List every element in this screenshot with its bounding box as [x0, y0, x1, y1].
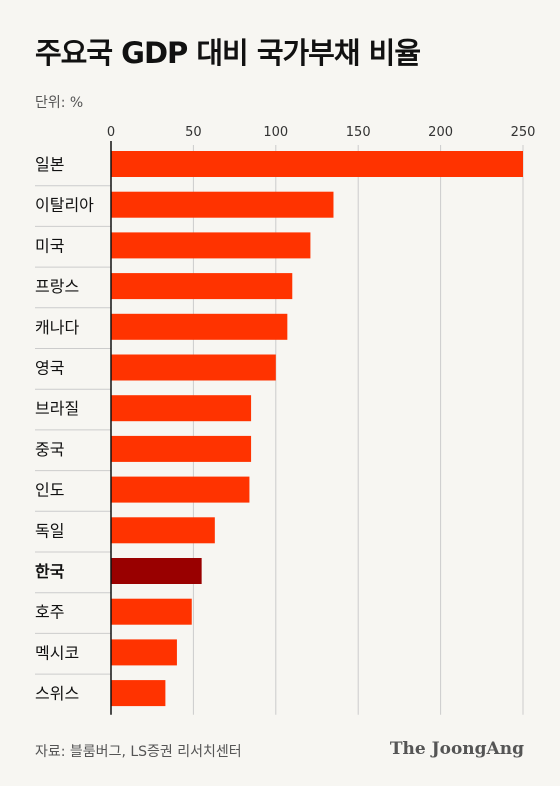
category-label: 캐나다: [35, 318, 79, 337]
publisher-logo: The JoongAng: [389, 739, 524, 759]
x-tick-label: 50: [185, 125, 202, 140]
category-label: 프랑스: [35, 277, 79, 296]
bar: [111, 598, 192, 625]
bar: [111, 558, 202, 584]
category-label: 이탈리아: [35, 196, 94, 215]
bar: [111, 639, 177, 666]
category-label: 호주: [35, 603, 64, 622]
bar: [111, 273, 293, 300]
category-label: 미국: [35, 236, 64, 255]
category-label: 브라질: [35, 399, 79, 418]
bar: [111, 191, 334, 218]
category-label: 멕시코: [35, 643, 79, 662]
category-label: 스위스: [35, 684, 79, 703]
bar: [111, 354, 276, 381]
category-label: 인도: [35, 481, 64, 500]
bar: [111, 151, 523, 177]
category-label: 독일: [35, 521, 64, 540]
category-label: 중국: [35, 440, 64, 459]
bar: [111, 680, 166, 707]
bar: [111, 232, 311, 259]
source-note: 자료: 블룸버그, LS증권 리서치센터: [35, 744, 242, 760]
category-label: 한국: [35, 562, 65, 581]
bar: [111, 395, 252, 422]
x-tick-label: 250: [511, 125, 536, 140]
chart-title: 주요국 GDP 대비 국가부채 비율: [35, 36, 421, 70]
category-label: 일본: [35, 155, 64, 174]
bar: [111, 313, 288, 340]
unit-label: 단위: %: [35, 95, 84, 111]
x-tick-label: 0: [107, 125, 115, 140]
bar: [111, 435, 252, 462]
x-tick-label: 100: [263, 125, 288, 140]
x-tick-label: 150: [346, 125, 371, 140]
category-label: 영국: [35, 359, 64, 378]
x-tick-label: 200: [428, 125, 453, 140]
bar: [111, 476, 250, 503]
bar: [111, 517, 215, 544]
